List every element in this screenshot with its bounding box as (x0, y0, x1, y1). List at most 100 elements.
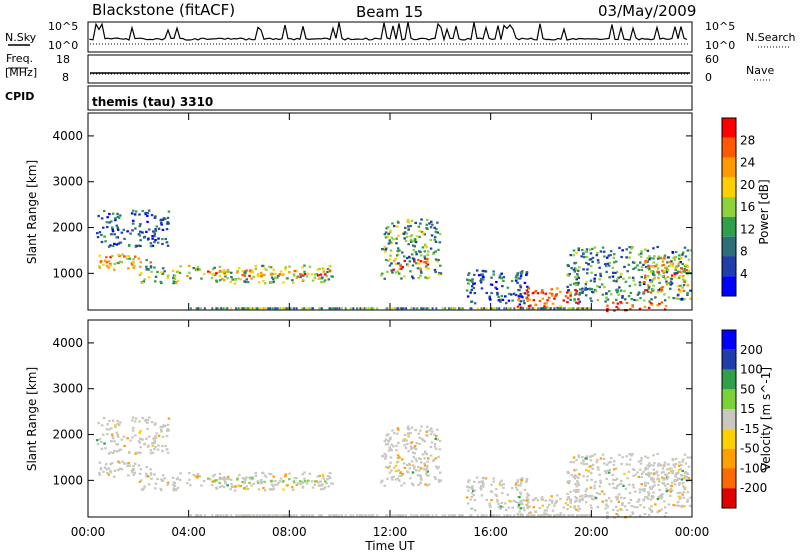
power-cell (349, 307, 352, 310)
colorbar-tick-label: 20 (740, 178, 755, 192)
power-cell (587, 262, 590, 266)
power-cell (677, 276, 681, 279)
velocity-cell (519, 514, 522, 517)
power-cell (589, 258, 593, 261)
power-cell (605, 297, 608, 300)
velocity-cell (269, 473, 273, 476)
velocity-cell (521, 499, 525, 502)
power-cell (644, 277, 647, 280)
power-cell (526, 297, 529, 300)
velocity-cell (681, 504, 684, 507)
velocity-cell (551, 509, 555, 512)
velocity-cell (492, 480, 495, 483)
power-cell (148, 228, 151, 231)
velocity-cell (323, 486, 327, 489)
velocity-cell (559, 512, 562, 515)
x-tick-label: 16:00 (473, 525, 508, 539)
velocity-cell (172, 487, 176, 490)
power-cell (312, 307, 314, 310)
power-cell (429, 226, 433, 229)
velocity-cell (178, 478, 182, 481)
velocity-cell (553, 504, 556, 507)
velocity-cell (634, 473, 637, 476)
power-cell (656, 267, 660, 270)
power-cell (296, 275, 300, 278)
power-cell (320, 307, 323, 310)
velocity-cell (411, 471, 415, 474)
velocity-cell (189, 484, 192, 487)
power-cell (409, 270, 412, 273)
power-cell (492, 270, 495, 273)
velocity-cell (222, 486, 226, 489)
velocity-cell (532, 514, 535, 517)
velocity-cell (543, 512, 546, 515)
velocity-cell (427, 514, 430, 517)
power-cell (627, 263, 631, 266)
power-cell (497, 299, 501, 302)
power-cell (615, 289, 618, 292)
velocity-cell (314, 480, 317, 483)
power-cell (566, 296, 570, 300)
power-cell (407, 221, 411, 224)
power-cell (305, 307, 308, 310)
power-cell (300, 307, 303, 310)
velocity-cell (220, 484, 224, 488)
velocity-cell (636, 506, 639, 509)
power-cell (138, 213, 141, 216)
power-cell (492, 273, 495, 276)
velocity-cell (147, 483, 151, 486)
velocity-cell (516, 488, 519, 491)
power-cell (433, 226, 436, 229)
power-cell (160, 271, 163, 274)
velocity-cell (295, 476, 298, 480)
velocity-cell (98, 461, 102, 464)
power-cell (105, 261, 109, 264)
power-cell (650, 270, 653, 273)
colorbar-frame (721, 117, 737, 297)
power-cell (288, 271, 291, 274)
power-cell (386, 307, 389, 310)
velocity-cell (245, 485, 248, 488)
velocity-cell (99, 467, 103, 470)
power-cell (260, 275, 263, 278)
velocity-cell (251, 514, 254, 517)
velocity-cell (527, 512, 531, 515)
velocity-cell (423, 462, 426, 465)
velocity-cell (400, 514, 403, 517)
velocity-cell (654, 472, 657, 475)
power-cell (620, 272, 623, 275)
velocity-cell (663, 506, 667, 509)
velocity-cell (682, 491, 686, 494)
power-cell (681, 275, 685, 278)
velocity-cell (657, 483, 660, 486)
power-cell (670, 277, 673, 280)
velocity-cell (401, 473, 404, 476)
velocity-cell (637, 499, 641, 502)
power-cell (268, 265, 271, 268)
velocity-cell (100, 424, 104, 427)
power-cell (586, 307, 589, 310)
power-cell (447, 307, 450, 310)
power-cell (509, 307, 512, 310)
velocity-cell (149, 452, 153, 455)
power-cell (454, 307, 457, 310)
velocity-cell (396, 427, 400, 430)
power-cell (480, 287, 484, 290)
velocity-cell (386, 466, 390, 469)
power-cell (600, 283, 604, 286)
velocity-cell (578, 507, 581, 510)
power-cell (409, 238, 413, 241)
power-cell (438, 241, 442, 244)
power-cell (498, 307, 501, 310)
power-cell (542, 307, 545, 310)
velocity-cell (163, 477, 166, 480)
velocity-cell (276, 514, 279, 517)
velocity-cell (119, 421, 122, 424)
velocity-cell (497, 506, 501, 509)
velocity-cell (682, 458, 685, 461)
velocity-cell (220, 514, 223, 517)
velocity-cell (96, 439, 99, 442)
power-cell (119, 214, 122, 217)
power-cell (225, 270, 228, 273)
power-cell (521, 270, 524, 273)
